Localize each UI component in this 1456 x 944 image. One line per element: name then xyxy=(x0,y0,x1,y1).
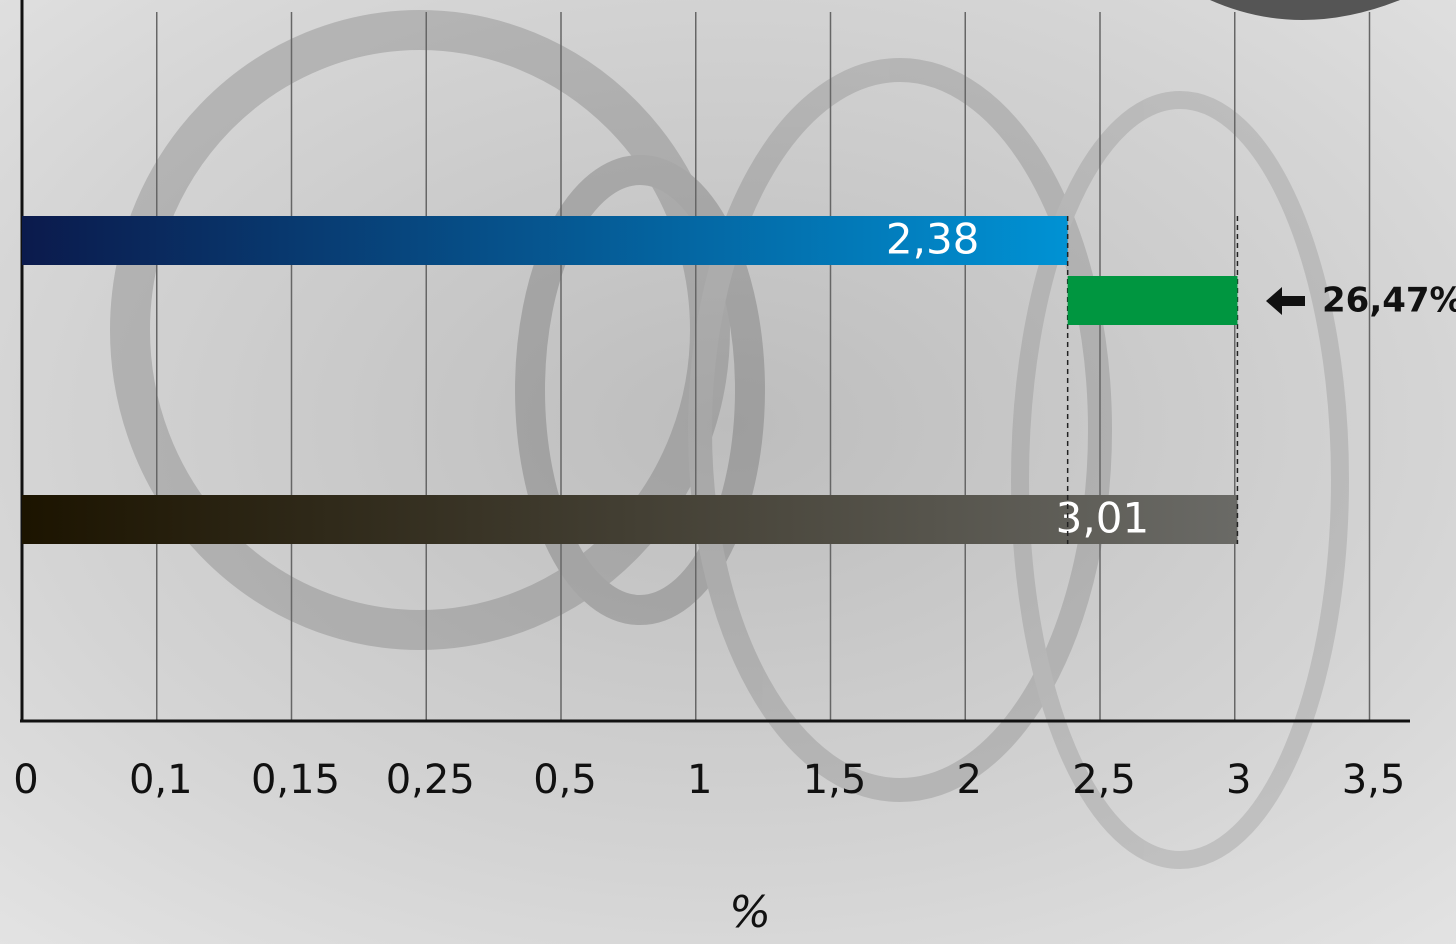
x-tick-label: 0,5 xyxy=(533,757,597,803)
bar-value-label: 2,38 xyxy=(886,215,980,264)
x-tick-label: 2,5 xyxy=(1072,757,1136,803)
x-tick-label: 1,5 xyxy=(803,757,867,803)
bar-value-label: 3,01 xyxy=(1056,494,1150,543)
arrow-icon xyxy=(1266,287,1305,315)
x-tick-label: 0 xyxy=(13,757,38,803)
x-tick-label: 0,15 xyxy=(251,757,340,803)
x-tick-label: 0,1 xyxy=(129,757,193,803)
bar xyxy=(22,216,1068,265)
x-tick-label: 3 xyxy=(1226,757,1251,803)
x-tick-label: 0,25 xyxy=(386,757,475,803)
grid xyxy=(156,12,1371,720)
x-axis-label: % xyxy=(729,887,771,938)
x-tick-label: 3,5 xyxy=(1342,757,1406,803)
x-tick-label: 2 xyxy=(957,757,982,803)
bar xyxy=(22,495,1238,544)
corner-decoration xyxy=(1210,0,1400,20)
change-label: 26,47% xyxy=(1322,281,1456,321)
x-tick-label: 1 xyxy=(687,757,712,803)
change-bar xyxy=(1067,276,1238,325)
